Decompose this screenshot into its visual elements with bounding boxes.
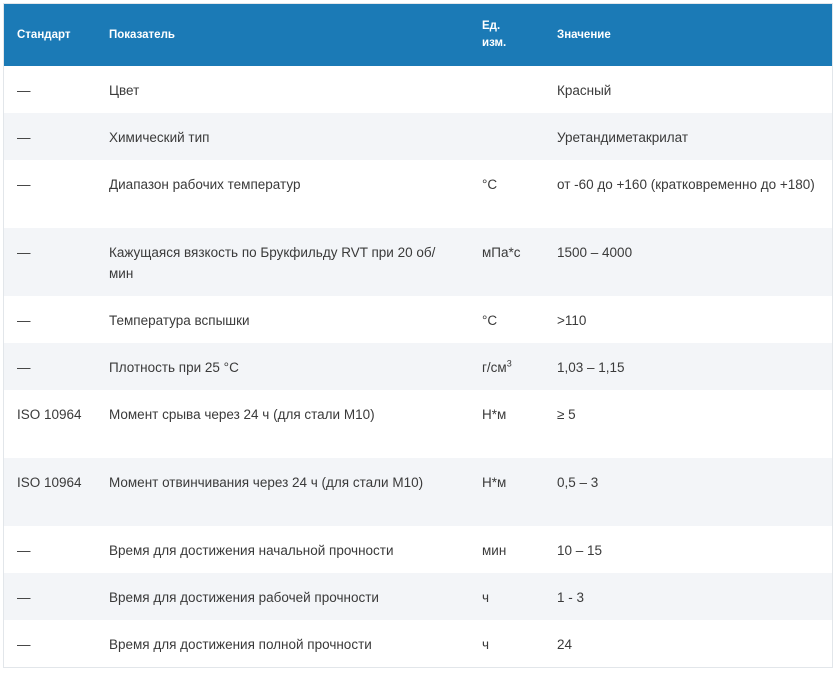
cell-value: 1,03 – 1,15 (557, 360, 625, 375)
table-row: — Цвет Красный (4, 66, 832, 113)
header-unit: Ед. изм. (469, 4, 544, 66)
specs-table: Стандарт Показатель Ед. изм. Значение — Ц… (4, 4, 832, 667)
cell-unit-base: г/см (482, 360, 507, 375)
cell-parameter: Момент срыва через 24 ч (для стали М10) (109, 407, 375, 422)
cell-parameter: Момент отвинчивания через 24 ч (для стал… (109, 475, 424, 490)
cell-parameter: Время для достижения рабочей прочности (109, 590, 379, 605)
cell-unit: Н*м (482, 407, 507, 422)
cell-value: Уретандиметакрилат (557, 130, 689, 145)
header-value: Значение (557, 28, 611, 41)
specs-table-container: Стандарт Показатель Ед. изм. Значение — Ц… (3, 3, 833, 668)
cell-unit-superscript: 3 (506, 358, 512, 369)
cell-standard: ISO 10964 (17, 407, 82, 422)
header-standard: Стандарт (17, 28, 71, 41)
cell-unit (469, 113, 544, 160)
cell-value: ≥ 5 (557, 407, 576, 422)
cell-parameter: Плотность при 25 °С (109, 360, 239, 375)
cell-value: 0,5 – 3 (557, 475, 599, 490)
cell-parameter: Цвет (109, 83, 140, 98)
cell-standard: — (17, 637, 31, 652)
table-row: — Температура вспышки °С >110 (4, 296, 832, 343)
header-unit-line1: Ед. (482, 20, 501, 32)
header-unit-line2: изм. (482, 37, 507, 49)
cell-parameter: Диапазон рабочих температур (109, 177, 301, 192)
table-row: — Плотность при 25 °С г/см3 1,03 – 1,15 (4, 343, 832, 390)
cell-parameter: Температура вспышки (109, 313, 250, 328)
cell-standard: — (17, 130, 31, 145)
cell-value: 24 (557, 637, 573, 652)
cell-value: >110 (557, 313, 587, 328)
table-row: — Кажущаяся вязкость по Брукфильду RVT п… (4, 228, 832, 296)
cell-value: 1 - 3 (557, 590, 585, 605)
cell-unit: г/см3 (469, 343, 544, 390)
cell-unit: мПа*с (482, 245, 521, 260)
cell-standard: — (17, 245, 31, 260)
cell-standard: ISO 10964 (17, 475, 82, 490)
cell-unit: мин (482, 543, 507, 558)
cell-unit (469, 66, 544, 113)
cell-value: 1500 – 4000 (557, 245, 633, 260)
cell-unit: °С (482, 313, 498, 328)
table-row: ISO 10964 Момент отвинчивания через 24 ч… (4, 458, 832, 526)
cell-parameter: Кажущаяся вязкость по Брукфильду RVT при… (109, 245, 436, 281)
cell-value: от -60 до +160 (кратковременно до +180) (557, 177, 815, 192)
cell-unit: ч (482, 637, 490, 652)
cell-parameter: Время для достижения полной прочности (109, 637, 372, 652)
cell-parameter: Химический тип (109, 130, 210, 145)
cell-parameter: Время для достижения начальной прочности (109, 543, 394, 558)
cell-standard: — (17, 543, 31, 558)
table-row: ISO 10964 Момент срыва через 24 ч (для с… (4, 390, 832, 458)
table-header: Стандарт Показатель Ед. изм. Значение (4, 4, 832, 66)
cell-unit: Н*м (482, 475, 507, 490)
cell-value: 10 – 15 (557, 543, 603, 558)
cell-unit: °С (482, 177, 498, 192)
cell-standard: — (17, 83, 31, 98)
header-parameter: Показатель (109, 28, 175, 41)
cell-standard: — (17, 590, 31, 605)
cell-value: Красный (557, 83, 612, 98)
header-row: Стандарт Показатель Ед. изм. Значение (4, 4, 832, 66)
table-row: — Время для достижения рабочей прочности… (4, 573, 832, 620)
table-row: — Время для достижения полной прочности … (4, 620, 832, 667)
cell-standard: — (17, 177, 31, 192)
table-row: — Химический тип Уретандиметакрилат (4, 113, 832, 160)
cell-unit: ч (482, 590, 490, 605)
cell-standard: — (17, 313, 31, 328)
table-row: — Диапазон рабочих температур °С от -60 … (4, 160, 832, 228)
table-body: — Цвет Красный — Химический тип Уретанди… (4, 66, 832, 667)
cell-standard: — (17, 360, 31, 375)
table-row: — Время для достижения начальной прочнос… (4, 526, 832, 573)
